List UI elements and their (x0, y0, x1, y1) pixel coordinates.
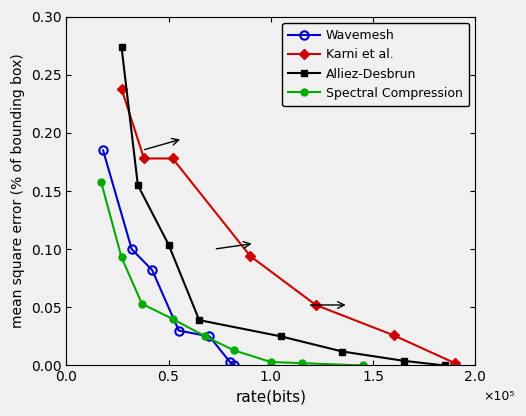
Alliez-Desbrun (165, 242, 171, 247)
Karni et al. (141, 156, 147, 161)
Spectral Compression (231, 348, 237, 353)
Alliez-Desbrun (196, 318, 203, 323)
Karni et al. (452, 361, 458, 366)
Wavemesh (206, 334, 213, 339)
Legend: Wavemesh, Karni et al., Alliez-Desbrun, Spectral Compression: Wavemesh, Karni et al., Alliez-Desbrun, … (282, 23, 469, 106)
Wavemesh (149, 267, 155, 272)
Line: Wavemesh: Wavemesh (99, 146, 238, 370)
Alliez-Desbrun (118, 45, 125, 50)
Alliez-Desbrun (135, 183, 141, 188)
Spectral Compression (202, 334, 208, 339)
Wavemesh (227, 359, 233, 364)
Spectral Compression (118, 255, 125, 260)
Spectral Compression (169, 317, 176, 322)
Karni et al. (169, 156, 176, 161)
Wavemesh (176, 328, 182, 333)
Wavemesh (231, 363, 237, 368)
Spectral Compression (98, 179, 104, 184)
Spectral Compression (360, 363, 366, 368)
Wavemesh (100, 148, 106, 153)
Karni et al. (118, 86, 125, 91)
Karni et al. (247, 254, 254, 259)
Alliez-Desbrun (278, 334, 284, 339)
Text: ×10⁵: ×10⁵ (483, 390, 515, 403)
Line: Alliez-Desbrun: Alliez-Desbrun (118, 43, 448, 369)
Spectral Compression (139, 301, 145, 306)
Wavemesh (128, 247, 135, 252)
Karni et al. (390, 333, 397, 338)
Alliez-Desbrun (441, 363, 448, 368)
Spectral Compression (268, 359, 274, 364)
Y-axis label: mean square error (% of bounding box): mean square error (% of bounding box) (11, 54, 25, 328)
Alliez-Desbrun (339, 349, 346, 354)
Line: Karni et al.: Karni et al. (118, 85, 458, 366)
X-axis label: rate(bits): rate(bits) (235, 390, 306, 405)
Karni et al. (312, 302, 319, 307)
Spectral Compression (298, 361, 305, 366)
Line: Spectral Compression: Spectral Compression (98, 178, 366, 369)
Alliez-Desbrun (401, 358, 407, 363)
